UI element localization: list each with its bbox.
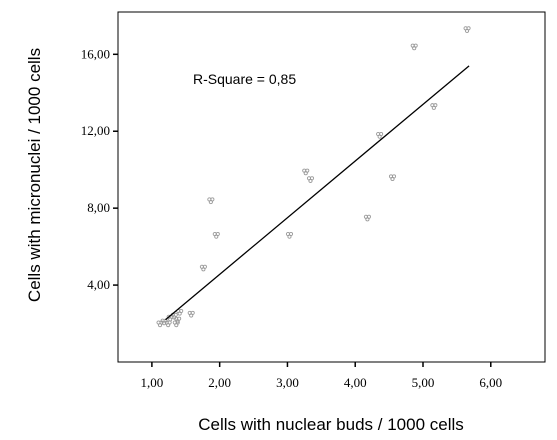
x-tick-label: 1,00 (141, 375, 164, 390)
data-point (410, 43, 418, 51)
r-square-annotation: R-Square = 0,85 (193, 71, 296, 87)
data-point (306, 176, 315, 183)
data-point (430, 103, 438, 110)
data-point (463, 26, 471, 33)
y-tick-label: 4,00 (87, 277, 110, 292)
y-tick-label: 16,00 (81, 46, 110, 61)
y-axis-title: Cells with micronuclei / 1000 cells (25, 48, 44, 302)
data-points (156, 26, 471, 328)
y-axis: 4,00 8,00 12,00 16,00 (81, 46, 118, 292)
x-tick-label: 5,00 (412, 375, 435, 390)
x-tick-label: 4,00 (344, 375, 367, 390)
data-point (302, 168, 310, 176)
data-point (285, 232, 294, 239)
regression-line (165, 65, 470, 321)
data-point (187, 310, 195, 318)
x-tick-label: 3,00 (276, 375, 299, 390)
data-point (174, 316, 182, 324)
y-tick-label: 12,00 (81, 123, 110, 138)
data-point (212, 232, 220, 239)
data-point (199, 264, 207, 272)
x-axis-title: Cells with nuclear buds / 1000 cells (198, 415, 464, 434)
x-tick-label: 6,00 (479, 375, 502, 390)
data-point (388, 174, 397, 182)
data-point (363, 214, 371, 222)
y-tick-label: 8,00 (87, 200, 110, 215)
plot-frame (117, 11, 546, 363)
x-axis: 1,00 2,00 3,00 4,00 5,00 6,00 (141, 362, 502, 390)
data-point (207, 197, 215, 205)
x-tick-label: 2,00 (208, 375, 231, 390)
data-point (376, 132, 384, 139)
